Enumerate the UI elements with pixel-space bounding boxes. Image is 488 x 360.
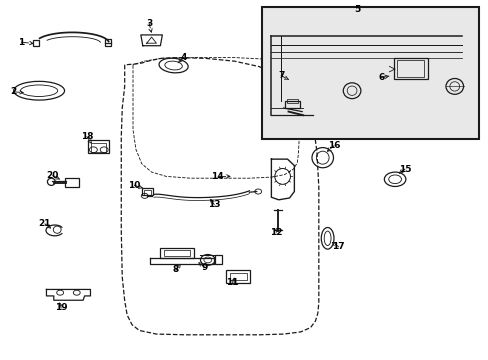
Bar bbox=[142, 188, 153, 195]
Text: 1: 1 bbox=[19, 38, 24, 47]
Text: 4: 4 bbox=[180, 53, 186, 62]
Bar bbox=[229, 273, 246, 280]
Text: 8: 8 bbox=[173, 266, 179, 275]
Text: 15: 15 bbox=[398, 165, 410, 174]
Bar bbox=[396, 60, 424, 77]
Text: 12: 12 bbox=[269, 228, 282, 237]
Text: 14: 14 bbox=[211, 172, 224, 181]
Bar bbox=[393, 58, 427, 79]
Text: 10: 10 bbox=[128, 181, 141, 190]
Text: 21: 21 bbox=[39, 220, 51, 229]
Bar bbox=[214, 256, 222, 264]
Text: 3: 3 bbox=[146, 19, 152, 28]
Bar bbox=[285, 101, 299, 108]
Bar bbox=[164, 250, 189, 256]
Text: 11: 11 bbox=[225, 278, 238, 287]
Text: 19: 19 bbox=[55, 303, 67, 312]
Text: 2: 2 bbox=[11, 87, 17, 96]
Bar bbox=[88, 140, 108, 153]
Bar bbox=[105, 39, 111, 46]
Bar bbox=[143, 189, 151, 195]
Bar bbox=[33, 40, 39, 46]
Bar bbox=[160, 248, 193, 258]
Text: 18: 18 bbox=[81, 132, 93, 141]
Text: 13: 13 bbox=[207, 200, 220, 209]
Text: 17: 17 bbox=[331, 242, 344, 251]
Bar bbox=[286, 99, 297, 103]
Text: 7: 7 bbox=[277, 71, 284, 80]
Text: 5: 5 bbox=[353, 5, 359, 14]
Bar bbox=[91, 143, 105, 152]
Bar bbox=[261, 7, 478, 139]
Bar bbox=[64, 178, 79, 187]
Bar bbox=[225, 270, 250, 283]
Text: 6: 6 bbox=[378, 73, 384, 82]
Text: 20: 20 bbox=[46, 171, 59, 180]
Text: 9: 9 bbox=[201, 263, 207, 272]
Text: 16: 16 bbox=[327, 141, 340, 150]
